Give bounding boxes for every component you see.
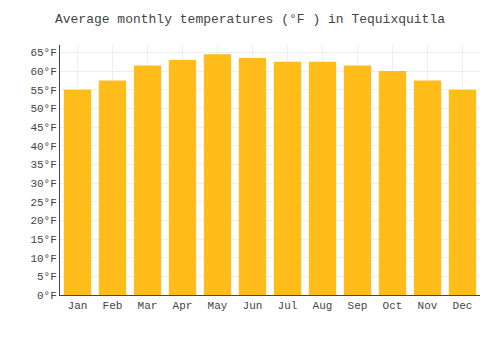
svg-text:55°F: 55°F [30,85,56,97]
svg-text:Dec: Dec [453,300,473,312]
svg-text:Jul: Jul [278,300,298,312]
svg-text:Feb: Feb [103,300,123,312]
svg-text:Mar: Mar [138,300,158,312]
svg-text:50°F: 50°F [30,103,56,115]
svg-text:20°F: 20°F [30,215,56,227]
svg-text:Average monthly temperatures (: Average monthly temperatures (°F ) in Te… [55,12,445,27]
svg-text:40°F: 40°F [30,141,56,153]
svg-text:5°F: 5°F [37,271,57,283]
svg-text:35°F: 35°F [30,159,56,171]
svg-text:30°F: 30°F [30,178,56,190]
svg-text:15°F: 15°F [30,234,56,246]
svg-text:10°F: 10°F [30,253,56,265]
svg-text:May: May [208,300,228,312]
svg-text:0°F: 0°F [37,290,57,302]
svg-text:60°F: 60°F [30,66,56,78]
svg-text:Oct: Oct [383,300,403,312]
svg-text:45°F: 45°F [30,122,56,134]
svg-text:Aug: Aug [313,300,333,312]
svg-text:65°F: 65°F [30,47,56,59]
svg-text:Sep: Sep [348,300,368,312]
svg-text:Nov: Nov [418,300,438,312]
svg-text:Jan: Jan [68,300,88,312]
svg-text:Jun: Jun [243,300,263,312]
svg-text:Apr: Apr [173,300,193,312]
svg-text:25°F: 25°F [30,197,56,209]
